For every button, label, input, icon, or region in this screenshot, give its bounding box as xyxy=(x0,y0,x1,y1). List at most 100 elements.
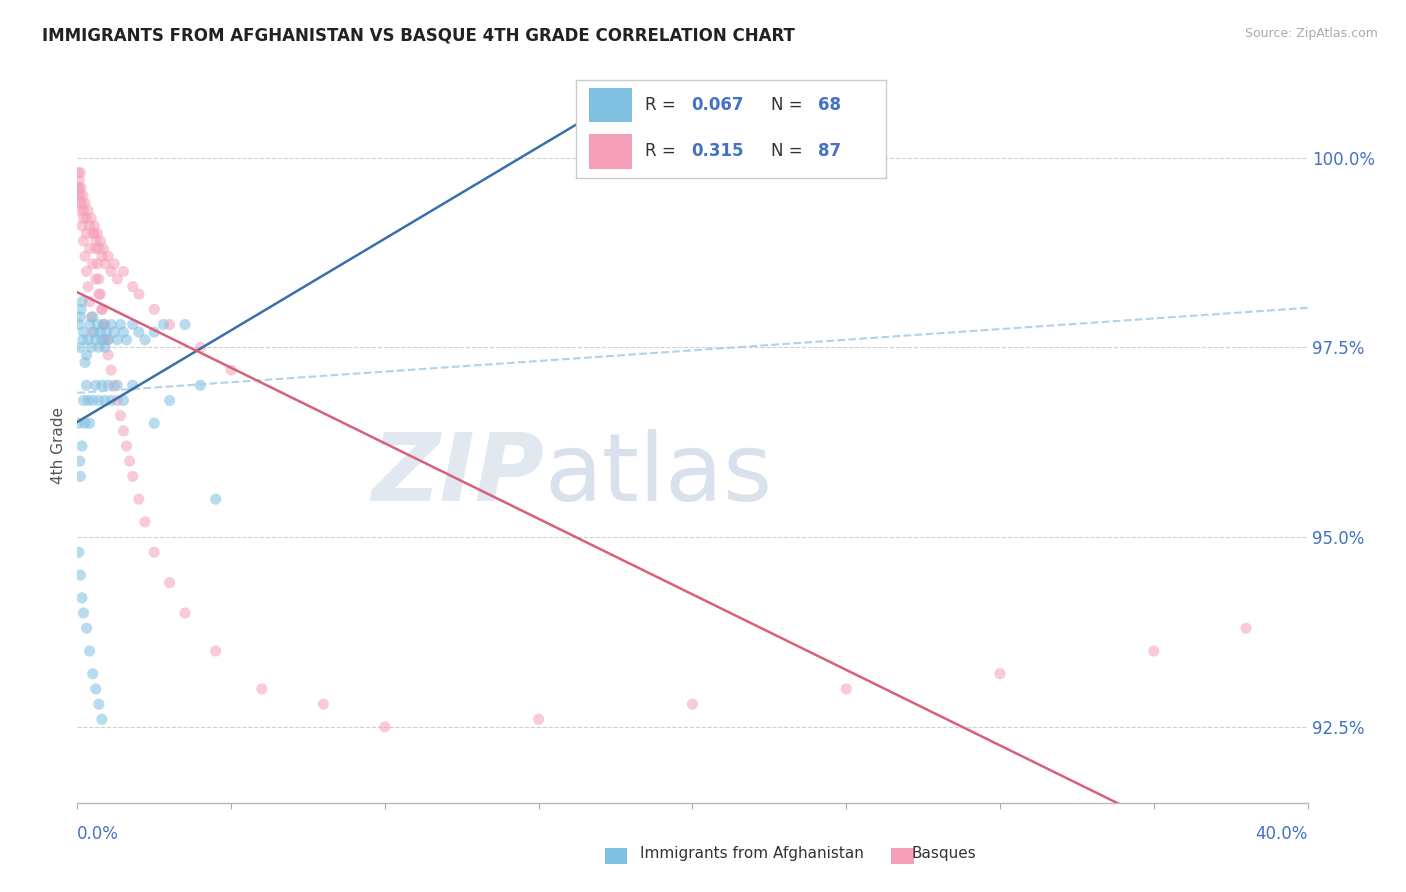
Point xyxy=(97,249,120,263)
Point xyxy=(94,333,117,347)
Point xyxy=(84,378,107,392)
Point xyxy=(69,196,91,211)
Point xyxy=(682,697,704,711)
Point xyxy=(67,318,90,332)
Point xyxy=(80,340,103,354)
Point xyxy=(69,310,91,324)
Point xyxy=(97,378,120,392)
Point xyxy=(82,666,104,681)
Point xyxy=(79,318,101,332)
Point xyxy=(90,302,114,317)
Point xyxy=(69,166,91,180)
Point xyxy=(73,196,96,211)
Point xyxy=(128,287,150,301)
Text: atlas: atlas xyxy=(546,428,773,521)
Point xyxy=(219,363,242,377)
Point xyxy=(72,393,94,408)
Point xyxy=(374,720,396,734)
Point xyxy=(112,393,135,408)
Point xyxy=(1143,644,1166,658)
Point xyxy=(72,234,94,248)
Bar xyxy=(589,88,633,122)
Point xyxy=(72,333,94,347)
Text: 68: 68 xyxy=(818,95,841,114)
Point xyxy=(86,227,108,241)
Point xyxy=(90,333,114,347)
Point xyxy=(82,257,104,271)
Text: 87: 87 xyxy=(818,142,841,160)
Point xyxy=(80,211,103,226)
Point xyxy=(1234,621,1257,635)
Point xyxy=(67,545,90,559)
Point xyxy=(73,355,96,369)
Point xyxy=(105,378,128,392)
Point xyxy=(82,310,104,324)
Point xyxy=(103,378,125,392)
Point xyxy=(76,621,98,635)
Point xyxy=(97,333,120,347)
Point xyxy=(174,606,197,620)
Point xyxy=(84,333,107,347)
Point xyxy=(121,469,143,483)
Point xyxy=(105,333,128,347)
Point xyxy=(72,606,94,620)
Point xyxy=(143,416,166,430)
Point xyxy=(103,325,125,339)
Text: Source: ZipAtlas.com: Source: ZipAtlas.com xyxy=(1244,27,1378,40)
Point xyxy=(159,393,181,408)
Point xyxy=(69,469,91,483)
Point xyxy=(87,393,110,408)
Point xyxy=(835,681,858,696)
Y-axis label: 4th Grade: 4th Grade xyxy=(51,408,66,484)
Point xyxy=(67,181,90,195)
Point xyxy=(70,181,93,195)
Point xyxy=(77,203,100,218)
Point xyxy=(67,416,90,430)
Point xyxy=(159,318,181,332)
Point xyxy=(174,318,197,332)
Point xyxy=(115,333,138,347)
Point xyxy=(134,515,156,529)
Point xyxy=(83,325,105,339)
Point xyxy=(69,188,91,202)
Point xyxy=(69,203,91,218)
Bar xyxy=(589,134,633,169)
Point xyxy=(90,712,114,726)
Point xyxy=(79,416,101,430)
Text: IMMIGRANTS FROM AFGHANISTAN VS BASQUE 4TH GRADE CORRELATION CHART: IMMIGRANTS FROM AFGHANISTAN VS BASQUE 4T… xyxy=(42,27,794,45)
Point xyxy=(250,681,273,696)
Point xyxy=(76,264,98,278)
Text: 0.0%: 0.0% xyxy=(77,825,120,843)
Point xyxy=(204,644,226,658)
Point xyxy=(112,424,135,438)
Point xyxy=(83,227,105,241)
Point xyxy=(312,697,335,711)
Point xyxy=(96,325,118,339)
Point xyxy=(86,318,108,332)
Point xyxy=(77,393,100,408)
Point xyxy=(128,492,150,507)
Point xyxy=(121,378,143,392)
Point xyxy=(70,439,93,453)
Point xyxy=(67,173,90,187)
Point xyxy=(94,393,117,408)
Point xyxy=(90,249,114,263)
Point xyxy=(87,340,110,354)
Point xyxy=(69,454,91,468)
Point xyxy=(110,318,132,332)
Point xyxy=(94,340,117,354)
Point xyxy=(77,279,100,293)
Text: ZIP: ZIP xyxy=(373,428,546,521)
Point xyxy=(188,378,212,392)
Point xyxy=(115,439,138,453)
Point xyxy=(84,234,107,248)
Point xyxy=(97,333,120,347)
Point xyxy=(70,591,93,605)
Point xyxy=(93,242,115,256)
Text: R =: R = xyxy=(644,142,681,160)
Point xyxy=(90,302,114,317)
Point xyxy=(70,302,93,317)
Point xyxy=(82,227,104,241)
Point xyxy=(110,409,132,423)
Point xyxy=(103,257,125,271)
